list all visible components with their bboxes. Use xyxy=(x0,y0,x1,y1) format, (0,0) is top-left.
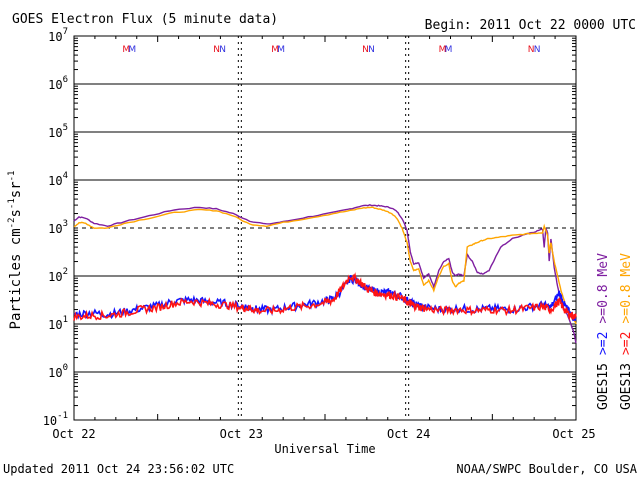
x-tick-label: Oct 22 xyxy=(52,427,95,441)
series-lines xyxy=(73,204,577,344)
chart-title: GOES Electron Flux (5 minute data) xyxy=(12,12,278,27)
y-axis-label-part: s xyxy=(8,209,24,217)
x-tick-label: Oct 23 xyxy=(220,427,263,441)
x-tick-label: Oct 25 xyxy=(552,427,595,441)
n-marker: N xyxy=(368,45,375,55)
legend-goes15: GOES15 >=2 >=0.8 MeV xyxy=(596,253,611,410)
legend-entry: >=0.8 MeV xyxy=(619,253,634,324)
y-axis-label-part: sr xyxy=(8,181,24,198)
y-axis-label-part: -2 xyxy=(7,217,17,228)
y-axis-label: Particles cm-2s-1sr-1 xyxy=(7,171,24,330)
series-line xyxy=(73,206,577,325)
x-axis-label: Universal Time xyxy=(274,442,375,456)
y-tick-label: 104 xyxy=(48,171,68,188)
m-marker: M xyxy=(128,45,136,55)
y-tick-label: 102 xyxy=(48,267,68,284)
y-axis-label-part: -1 xyxy=(7,171,17,182)
series-line xyxy=(73,272,577,321)
m-marker: M xyxy=(277,45,285,55)
legend-goes13: GOES13 >=2 >=0.8 MeV xyxy=(619,253,634,410)
legend-entry: >=0.8 MeV xyxy=(596,253,611,324)
x-tick-label: Oct 24 xyxy=(387,427,430,441)
y-axis-ticks: 107 106 105 104 103 102 101 100 10-1 xyxy=(43,27,68,428)
legend-entry: >=2 xyxy=(596,332,611,355)
y-tick-label: 106 xyxy=(48,75,68,92)
m-marker: M xyxy=(439,45,447,55)
y-tick-label: 103 xyxy=(48,219,68,236)
legend-group-label: GOES15 xyxy=(596,363,611,410)
source-label: NOAA/SWPC Boulder, CO USA xyxy=(456,462,637,476)
y-tick-label: 100 xyxy=(48,363,68,380)
m-marker: M xyxy=(122,45,130,55)
y-tick-label: 101 xyxy=(48,315,68,332)
updated-label: Updated 2011 Oct 24 23:56:02 UTC xyxy=(3,462,234,476)
n-marker: N xyxy=(213,45,220,55)
n-marker: N xyxy=(528,45,535,55)
grid-lines xyxy=(74,36,576,420)
y-axis-label-part: -1 xyxy=(7,198,17,209)
y-tick-label: 10-1 xyxy=(43,411,68,428)
series-line xyxy=(73,204,577,344)
legend-entry: >=2 xyxy=(619,332,634,355)
y-tick-label: 105 xyxy=(48,123,68,140)
n-marker: N xyxy=(534,45,541,55)
m-marker: M xyxy=(271,45,279,55)
legend: GOES15 >=2 >=0.8 MeV GOES13 >=2 >=0.8 MeV xyxy=(596,253,634,410)
y-axis-label-part: Particles cm xyxy=(8,228,24,329)
y-tick-label: 107 xyxy=(48,27,68,44)
n-marker: N xyxy=(219,45,226,55)
legend-group-label: GOES13 xyxy=(619,363,634,410)
begin-label: Begin: 2011 Oct 22 0000 UTC xyxy=(425,18,636,33)
x-axis-ticks: Oct 22 Oct 23 Oct 24 Oct 25 xyxy=(52,427,595,441)
n-marker: N xyxy=(362,45,369,55)
m-marker: M xyxy=(445,45,453,55)
m-n-markers: MM MM MMN N N N N N xyxy=(122,45,540,55)
